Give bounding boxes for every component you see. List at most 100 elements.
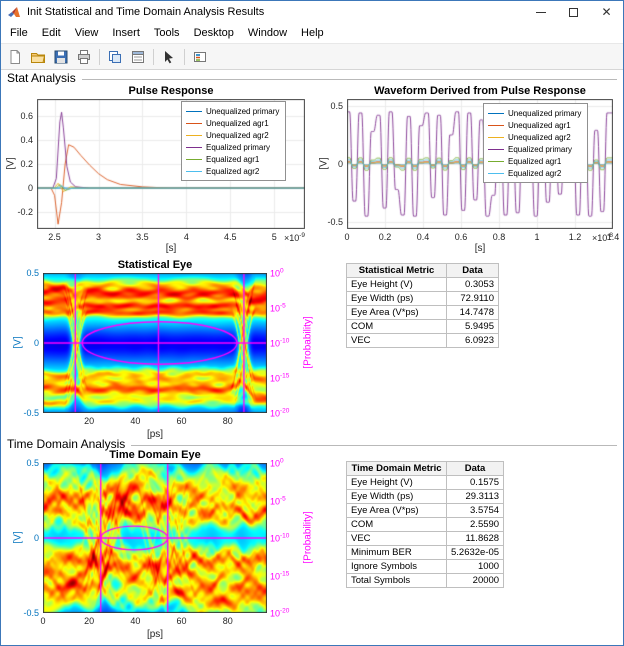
- time-domain-metrics-table[interactable]: Time Domain Metric Data Eye Height (V) 0.15…: [346, 461, 505, 588]
- legend[interactable]: Unequalized primary Unequalized agr1 Unequ…: [483, 103, 589, 183]
- table-row: Eye Area (V*ps) 14.7478: [346, 305, 499, 320]
- legend-entry: Unequalized agr2: [186, 129, 279, 141]
- metric-value-cell: 0.3053: [446, 277, 499, 292]
- new-figure-button[interactable]: [4, 46, 26, 68]
- legend-label: Unequalized primary: [206, 106, 280, 116]
- table-row: VEC 6.0923: [346, 333, 499, 348]
- x-tick-label: 1: [534, 232, 540, 242]
- x-tick-label: 40: [130, 616, 141, 626]
- time-domain-eye-axes[interactable]: [43, 463, 267, 613]
- x-tick-label: 20: [84, 616, 95, 626]
- menu-window[interactable]: Window: [247, 27, 288, 39]
- metric-value-cell: 72.9110: [446, 291, 499, 306]
- toolbar-separator: [99, 48, 100, 65]
- y-tick-label: 0: [27, 183, 33, 194]
- statistical-metrics-table-grid: Statistical Metric Data Eye Height (V) 0.30…: [346, 263, 499, 348]
- legend-label: Equalized agr1: [206, 154, 260, 164]
- pulse-x-axis-exponent: ×10-9: [283, 232, 305, 243]
- insert-legend-icon: [194, 51, 206, 62]
- statistical-eye-x-axis-label: [ps]: [146, 429, 164, 440]
- y-tick-label: -0.5: [23, 608, 39, 618]
- legend-line-swatch: [186, 158, 202, 160]
- legend-line-swatch: [488, 112, 504, 114]
- menu-edit[interactable]: Edit: [41, 27, 61, 39]
- menu-view[interactable]: View: [74, 27, 99, 39]
- legend-label: Equalized agr2: [508, 168, 562, 178]
- x-tick-label: 80: [222, 616, 233, 626]
- menu-bar: File Edit View Insert Tools Desktop Window Help: [1, 23, 623, 43]
- table-row: Eye Height (V) 0.1575: [346, 475, 505, 490]
- metric-value-cell: 2.5590: [445, 517, 505, 532]
- legend-label: Unequalized primary: [508, 108, 582, 118]
- legend-label: Equalized primary: [508, 144, 573, 154]
- statistical-eye-axes[interactable]: [43, 273, 267, 413]
- section-divider: [81, 78, 617, 80]
- probability-tick-label: 10-5: [270, 302, 286, 314]
- maximize-button[interactable]: [557, 1, 590, 23]
- copy-figure-button[interactable]: [104, 46, 126, 68]
- probability-tick-label: 100: [270, 457, 284, 469]
- legend-label: Unequalized agr2: [206, 130, 269, 140]
- pulse-response-plot: Pulse Response [V] [s] ×10-9 2.5 3 3.5 4 4.5…: [1, 85, 319, 261]
- x-tick-label: 4.5: [224, 232, 237, 242]
- open-file-icon: [31, 52, 46, 63]
- statistical-eye-plot: Statistical Eye [V] [Probability] [ps] 2…: [1, 259, 341, 445]
- waveform-title: Waveform Derived from Pulse Response: [374, 85, 586, 97]
- metric-value-cell: 11.8628: [445, 531, 505, 546]
- edit-plot-button[interactable]: [158, 46, 180, 68]
- table-row: Eye Height (V) 0.3053: [346, 277, 499, 292]
- legend-label: Equalized agr2: [206, 166, 260, 176]
- new-figure-icon: [10, 49, 20, 64]
- minimize-button[interactable]: [524, 1, 557, 23]
- save-figure-button[interactable]: [50, 46, 72, 68]
- menu-tools[interactable]: Tools: [153, 27, 180, 39]
- time-domain-eye-right-axis-label: [Probability]: [302, 511, 314, 564]
- probability-tick-label: 100: [270, 267, 284, 279]
- print-figure-button[interactable]: [73, 46, 95, 68]
- menu-desktop[interactable]: Desktop: [193, 27, 234, 39]
- metric-name-cell: Eye Height (V): [346, 475, 447, 490]
- x-tick-label: 0: [40, 616, 46, 626]
- legend-line-swatch: [488, 124, 504, 126]
- property-inspector-button[interactable]: [127, 46, 149, 68]
- x-tick-label: 1.2: [568, 232, 582, 242]
- x-tick-label: 0.8: [492, 232, 506, 242]
- metric-name-cell: VEC: [346, 531, 447, 546]
- metric-value-cell: 3.5754: [445, 503, 505, 518]
- insert-legend-button[interactable]: [189, 46, 211, 68]
- legend[interactable]: Unequalized primary Unequalized agr1 Unequ…: [181, 101, 287, 181]
- time-domain-section-header: Time Domain Analysis: [7, 437, 617, 451]
- legend-entry: Equalized agr2: [186, 165, 279, 177]
- stat-analysis-section-header: Stat Analysis: [7, 71, 617, 85]
- legend-entry: Equalized agr1: [488, 155, 581, 167]
- menu-insert[interactable]: Insert: [112, 27, 140, 39]
- probability-tick-label: 10-5: [270, 495, 286, 506]
- y-tick-label: -0.5: [23, 408, 39, 418]
- menu-file[interactable]: File: [10, 27, 28, 39]
- metric-value-cell: 0.1575: [445, 475, 505, 490]
- x-tick-label: 4: [183, 232, 189, 242]
- metric-name-cell: COM: [346, 517, 447, 532]
- save-figure-icon: [54, 50, 68, 63]
- x-tick-label: 60: [176, 416, 187, 426]
- legend-label: Equalized primary: [206, 142, 271, 152]
- waveform-y-axis-label: [V]: [318, 157, 330, 170]
- menu-help[interactable]: Help: [301, 27, 324, 39]
- legend-entry: Unequalized agr1: [186, 117, 279, 129]
- x-tick-label: 2.5: [48, 232, 61, 242]
- toolbar-separator: [153, 48, 154, 65]
- legend-entry: Equalized primary: [186, 141, 279, 153]
- y-tick-label: -0.2: [17, 207, 33, 218]
- x-tick-label: 80: [222, 416, 233, 426]
- close-button[interactable]: ✕: [590, 1, 623, 23]
- statistical-metrics-table[interactable]: Statistical Metric Data Eye Height (V) 0.30…: [346, 263, 499, 348]
- title-bar[interactable]: Init Statistical and Time Domain Analysi…: [1, 1, 623, 23]
- metric-name-cell: Eye Area (V*ps): [346, 305, 447, 320]
- y-tick-label: 0: [33, 338, 39, 348]
- x-tick-label: 1.4: [606, 232, 620, 242]
- legend-line-swatch: [186, 122, 202, 124]
- legend-line-swatch: [186, 146, 202, 148]
- table-row: Eye Width (ps) 29.3113: [346, 489, 505, 504]
- open-file-button[interactable]: [27, 46, 49, 68]
